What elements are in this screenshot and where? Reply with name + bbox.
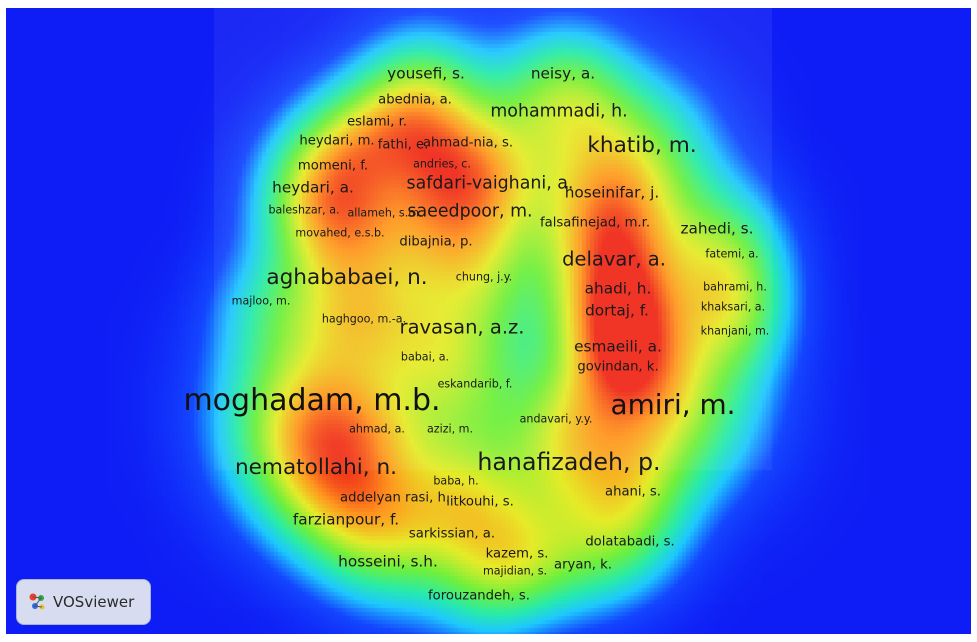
author-label[interactable]: hosseini, s.h. — [338, 552, 438, 571]
author-label[interactable]: heydari, m. — [299, 133, 375, 149]
author-label[interactable]: fathi, e. — [377, 137, 429, 153]
author-label[interactable]: aghababaei, n. — [266, 265, 428, 291]
author-label[interactable]: abednia, a. — [378, 92, 452, 108]
author-label[interactable]: haghgoo, m.-a. — [321, 312, 407, 326]
author-label[interactable]: saeedpoor, m. — [407, 201, 533, 222]
author-label[interactable]: majidian, s. — [482, 564, 548, 578]
vosviewer-logo-icon — [29, 593, 45, 610]
author-label[interactable]: khanjani, m. — [700, 324, 770, 338]
author-label[interactable]: moghadam, m.b. — [183, 383, 441, 418]
author-label[interactable]: chung, j.y. — [455, 270, 513, 284]
author-label[interactable]: majloo, m. — [231, 294, 291, 308]
author-label[interactable]: babai, a. — [400, 350, 450, 364]
author-label[interactable]: safdari-vaighani, a. — [406, 173, 574, 194]
density-map[interactable]: yousefi, s. neisy, a. abednia, a. eslami, r… — [6, 8, 971, 634]
author-label[interactable]: andavari, y.y. — [519, 412, 593, 426]
author-label[interactable]: khaksari, a. — [700, 300, 766, 314]
vosviewer-logo[interactable]: VOSviewer — [16, 579, 151, 625]
author-label[interactable]: falsafinejad, m.r. — [539, 215, 651, 231]
author-label[interactable]: forouzandeh, s. — [428, 588, 530, 604]
author-label[interactable]: baleshzar, a. — [268, 203, 340, 217]
author-label[interactable]: yousefi, s. — [387, 64, 465, 83]
author-label[interactable]: dortaj, f. — [585, 301, 649, 320]
author-label[interactable]: ahadi, h. — [584, 279, 652, 298]
author-label[interactable]: movahed, e.s.b. — [295, 226, 385, 240]
author-label[interactable]: neisy, a. — [530, 64, 596, 83]
author-label[interactable]: govindan, k. — [577, 359, 659, 375]
author-label[interactable]: ahmad-nia, s. — [422, 135, 514, 151]
author-label[interactable]: ravasan, a.z. — [399, 315, 525, 339]
author-label[interactable]: baba, h. — [433, 474, 479, 488]
author-label[interactable]: mohammadi, h. — [490, 101, 628, 122]
vosviewer-logo-text: VOSviewer — [53, 593, 135, 611]
author-label[interactable]: hanafizadeh, p. — [477, 448, 661, 477]
author-label[interactable]: heydari, a. — [272, 178, 354, 197]
author-label[interactable]: ahani, s. — [605, 484, 661, 500]
author-label[interactable]: fatemi, a. — [705, 247, 759, 261]
author-label[interactable]: delavar, a. — [562, 247, 666, 271]
author-label[interactable]: farzianpour, f. — [292, 510, 400, 529]
author-label[interactable]: ahmad, a. — [349, 422, 405, 436]
author-label[interactable]: allameh, s.m. — [347, 206, 423, 220]
author-label[interactable]: zahedi, s. — [680, 219, 754, 238]
author-label[interactable]: andries, c. — [413, 157, 471, 171]
author-label[interactable]: aryan, k. — [554, 557, 612, 573]
author-label[interactable]: amiri, m. — [610, 388, 736, 422]
author-label[interactable]: bahrami, h. — [703, 280, 767, 294]
author-label[interactable]: hoseinifar, j. — [564, 183, 660, 202]
author-label[interactable]: momeni, f. — [297, 158, 369, 174]
author-label[interactable]: kazem, s. — [485, 546, 549, 562]
author-label[interactable]: azizi, m. — [427, 422, 473, 436]
author-label[interactable]: sarkissian, a. — [408, 526, 496, 542]
author-label[interactable]: esmaeili, a. — [574, 337, 662, 356]
author-label[interactable]: addelyan rasi, h. — [339, 490, 451, 506]
author-label[interactable]: eskandarib, f. — [437, 377, 513, 391]
author-labels-layer: yousefi, s. neisy, a. abednia, a. eslami, r… — [6, 8, 971, 634]
author-label[interactable]: eslami, r. — [346, 114, 408, 130]
author-label[interactable]: dibajnia, p. — [399, 234, 473, 250]
author-label[interactable]: dolatabadi, s. — [585, 534, 675, 550]
author-label[interactable]: nematollahi, n. — [234, 455, 398, 481]
author-label[interactable]: khatib, m. — [587, 133, 697, 159]
density-heatmap-canvas[interactable] — [6, 8, 971, 634]
author-label[interactable]: litkouhi, s. — [446, 494, 514, 510]
